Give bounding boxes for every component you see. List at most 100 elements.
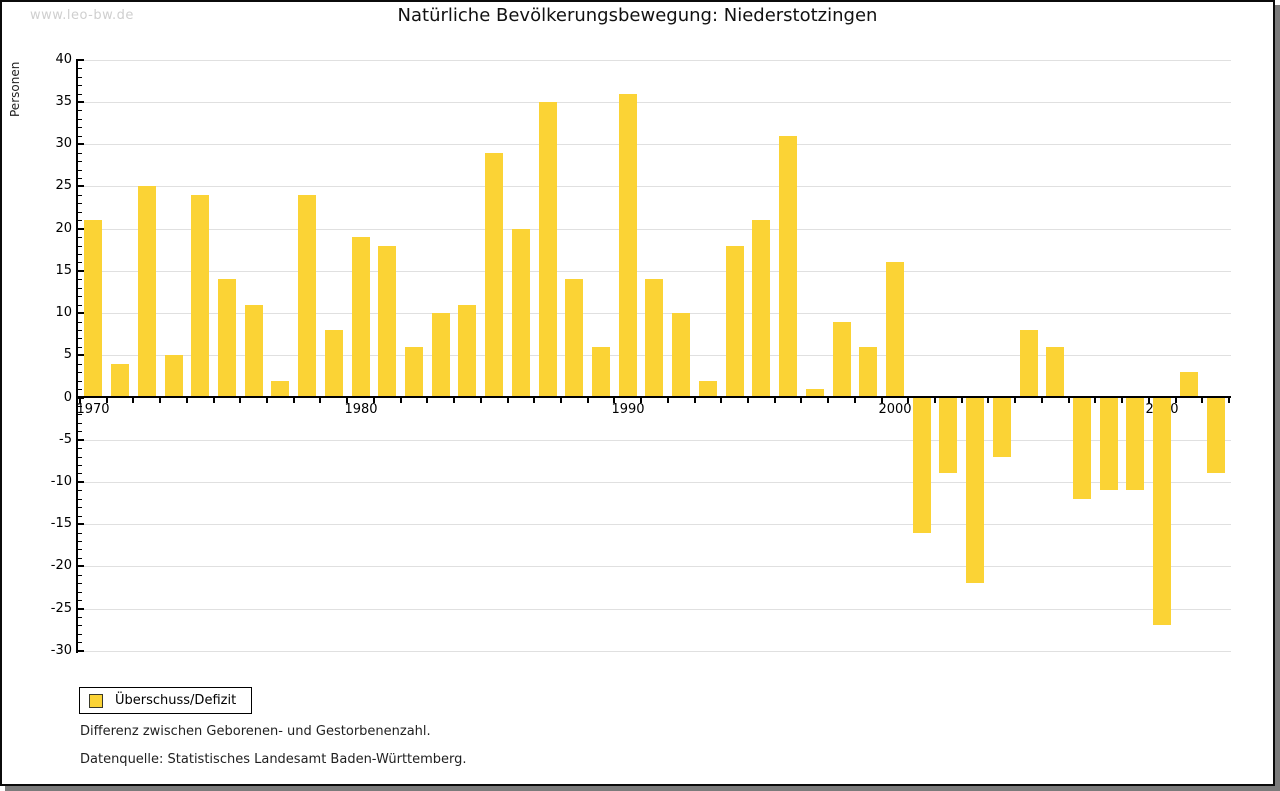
x-tick-label: 1980 [344, 402, 378, 417]
y-minor-tick [78, 625, 82, 626]
bar-2000[interactable] [886, 262, 904, 396]
x-year-tick [533, 398, 535, 403]
bar-1980[interactable] [352, 237, 370, 396]
x-year-tick [881, 398, 883, 403]
bar-2001[interactable] [913, 398, 931, 533]
bar-1974[interactable] [191, 195, 209, 396]
x-year-tick [1228, 398, 1230, 403]
x-year-tick [774, 398, 776, 403]
bar-2002[interactable] [939, 398, 957, 473]
y-minor-tick [78, 262, 82, 263]
bar-1973[interactable] [165, 355, 183, 396]
bar-1975[interactable] [218, 279, 236, 396]
x-year-tick [1175, 398, 1177, 403]
y-minor-tick [78, 583, 82, 584]
y-tick-label: 35 [55, 94, 72, 109]
bar-2012[interactable] [1207, 398, 1225, 473]
y-minor-tick [78, 110, 82, 111]
bar-2004[interactable] [993, 398, 1011, 457]
chart-title: Natürliche Bevölkerungsbewegung: Nieders… [397, 5, 878, 26]
bar-2007[interactable] [1073, 398, 1091, 499]
y-minor-tick [78, 490, 82, 491]
y-minor-tick [78, 330, 82, 331]
y-major-tick [78, 565, 84, 567]
bar-2009[interactable] [1126, 398, 1144, 490]
y-minor-tick [78, 372, 82, 373]
y-tick-label: -5 [59, 432, 72, 447]
bar-1994[interactable] [726, 246, 744, 396]
bar-1988[interactable] [565, 279, 583, 396]
bar-1977[interactable] [271, 381, 289, 396]
x-year-tick [1201, 398, 1203, 403]
bar-1996[interactable] [779, 136, 797, 396]
x-tick-label: 1990 [611, 402, 645, 417]
x-year-tick [293, 398, 295, 403]
x-year-tick [800, 398, 802, 403]
y-minor-tick [78, 549, 82, 550]
y-major-tick [78, 439, 84, 441]
bar-1993[interactable] [699, 381, 717, 396]
bar-2008[interactable] [1100, 398, 1118, 490]
y-minor-tick [78, 170, 82, 171]
bar-1978[interactable] [298, 195, 316, 396]
x-axis-line [76, 396, 1231, 398]
bar-1990[interactable] [619, 94, 637, 396]
bar-2011[interactable] [1180, 372, 1198, 396]
y-minor-tick [78, 592, 82, 593]
y-minor-tick [78, 322, 82, 323]
y-minor-tick [78, 279, 82, 280]
bar-2010[interactable] [1153, 398, 1171, 625]
y-minor-tick [78, 288, 82, 289]
bar-1984[interactable] [458, 305, 476, 396]
y-minor-tick [78, 136, 82, 137]
bar-1983[interactable] [432, 313, 450, 396]
y-minor-tick [78, 431, 82, 432]
bar-1982[interactable] [405, 347, 423, 396]
gridline [78, 144, 1231, 145]
y-major-tick [78, 312, 84, 314]
x-tick-label: 2000 [878, 402, 912, 417]
bar-1985[interactable] [485, 153, 503, 396]
y-major-tick [78, 523, 84, 525]
bar-1991[interactable] [645, 279, 663, 396]
x-year-tick [507, 398, 509, 403]
bar-1999[interactable] [859, 347, 877, 396]
bar-1995[interactable] [752, 220, 770, 396]
bar-1981[interactable] [378, 246, 396, 396]
bar-1997[interactable] [806, 389, 824, 396]
x-year-tick [560, 398, 562, 403]
y-minor-tick [78, 575, 82, 576]
gridline [78, 440, 1231, 441]
bar-1989[interactable] [592, 347, 610, 396]
x-year-tick [1041, 398, 1043, 403]
x-year-tick [934, 398, 936, 403]
y-major-tick [78, 228, 84, 230]
x-year-tick [720, 398, 722, 403]
y-minor-tick [78, 296, 82, 297]
y-minor-tick [78, 203, 82, 204]
bar-1986[interactable] [512, 229, 530, 396]
y-minor-tick [78, 220, 82, 221]
x-year-tick [747, 398, 749, 403]
bar-1979[interactable] [325, 330, 343, 396]
bar-2006[interactable] [1046, 347, 1064, 396]
y-major-tick [78, 143, 84, 145]
bar-1971[interactable] [111, 364, 129, 396]
bar-2003[interactable] [966, 398, 984, 583]
bar-1987[interactable] [539, 102, 557, 396]
bar-2005[interactable] [1020, 330, 1038, 396]
bar-1976[interactable] [245, 305, 263, 396]
y-minor-tick [78, 237, 82, 238]
y-tick-label: 40 [55, 52, 72, 67]
y-major-tick [78, 608, 84, 610]
gridline [78, 271, 1231, 272]
y-minor-tick [78, 246, 82, 247]
bar-1972[interactable] [138, 186, 156, 396]
bar-1992[interactable] [672, 313, 690, 396]
x-year-tick [667, 398, 669, 403]
y-minor-tick [78, 533, 82, 534]
bar-1998[interactable] [833, 322, 851, 396]
bar-1970[interactable] [84, 220, 102, 396]
